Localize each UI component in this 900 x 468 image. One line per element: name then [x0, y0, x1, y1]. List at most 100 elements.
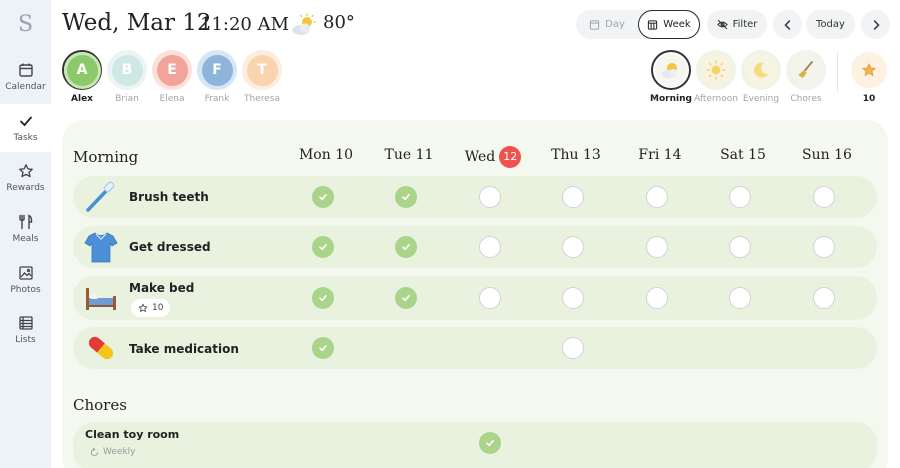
checkmark-icon [319, 344, 327, 352]
task-cell-empty[interactable] [646, 236, 668, 258]
repeat-icon [90, 447, 99, 456]
task-name: Make bed [129, 281, 195, 295]
filter-button[interactable]: Filter [707, 10, 767, 39]
sidebar-item-meals[interactable]: Meals [0, 205, 51, 253]
today-button[interactable]: Today [806, 10, 855, 39]
chevron-right-icon [873, 19, 880, 30]
routine-ring [651, 50, 691, 90]
task-row[interactable] [73, 422, 877, 468]
task-cell-empty[interactable] [479, 186, 501, 208]
task-cell-empty[interactable] [813, 236, 835, 258]
task-name: Take medication [129, 342, 239, 356]
person-brian[interactable]: B Brian [107, 50, 147, 104]
task-cell-empty[interactable] [562, 287, 584, 309]
view-week-label: Week [663, 19, 691, 30]
next-week-button[interactable] [861, 10, 890, 39]
task-cell-done[interactable] [479, 432, 501, 454]
sidebar-item-lists[interactable]: Lists [0, 306, 51, 354]
task-cell-empty[interactable] [562, 236, 584, 258]
view-week-button[interactable]: Week [638, 10, 700, 39]
task-row[interactable] [73, 327, 877, 369]
person-theresa[interactable]: T Theresa [242, 50, 282, 104]
section-title-chores: Chores [73, 396, 127, 414]
task-cell-done[interactable] [312, 287, 334, 309]
avatar: B [107, 50, 147, 90]
checkmark-icon [319, 193, 327, 201]
routine-evening[interactable]: Evening [741, 50, 781, 104]
person-name: Alex [71, 94, 93, 104]
view-day-label: Day [605, 19, 625, 30]
day-header-fri: Fri 14 [638, 147, 682, 163]
checkmark-icon [402, 243, 410, 251]
stars-count: 10 [862, 94, 876, 104]
task-name: Brush teeth [129, 190, 209, 204]
day-label: Wed [464, 149, 496, 165]
task-cell-done[interactable] [312, 337, 334, 359]
current-time: 11:20 AM [200, 14, 290, 35]
task-cell-done[interactable] [312, 236, 334, 258]
day-header-wed: Wed 12 [452, 146, 534, 168]
current-date: Wed, Mar 12 [62, 10, 212, 36]
task-points-value: 10 [152, 303, 164, 313]
task-cell-done[interactable] [395, 236, 417, 258]
view-day-button[interactable]: Day [578, 10, 636, 39]
task-points-badge: 10 [131, 299, 171, 317]
sidebar-item-label: Tasks [13, 133, 38, 143]
routine-ring [741, 50, 781, 90]
task-cell-done[interactable] [312, 186, 334, 208]
avatar-initial: T [246, 54, 278, 86]
sidebar-item-label: Rewards [6, 183, 45, 193]
day-header-mon: Mon 10 [298, 147, 354, 163]
avatar-initial: B [111, 54, 143, 86]
day-header-thu: Thu 13 [551, 147, 601, 163]
checkmark-icon [486, 439, 494, 447]
task-cell-empty[interactable] [646, 186, 668, 208]
sun-cloud-icon [662, 63, 677, 78]
task-cell-empty[interactable] [813, 287, 835, 309]
checkmark-icon [402, 193, 410, 201]
chevron-left-icon [783, 19, 790, 30]
task-cell-done[interactable] [395, 287, 417, 309]
person-alex[interactable]: A Alex [62, 50, 102, 104]
routine-name: Evening [742, 94, 780, 104]
person-elena[interactable]: E Elena [152, 50, 192, 104]
avatar-initial: A [66, 54, 98, 86]
sidebar-item-tasks[interactable]: Tasks [0, 104, 51, 152]
task-cell-done[interactable] [395, 186, 417, 208]
pill-icon [88, 336, 114, 360]
task-cell-empty[interactable] [479, 287, 501, 309]
task-cell-empty[interactable] [813, 186, 835, 208]
stars-total[interactable]: 10 [849, 50, 889, 104]
day-header-sun: Sun 16 [802, 147, 852, 163]
sidebar-item-rewards[interactable]: Rewards [0, 154, 51, 202]
prev-week-button[interactable] [773, 10, 802, 39]
task-cell-empty[interactable] [562, 186, 584, 208]
routine-name: Chores [790, 94, 822, 104]
task-cell-empty[interactable] [729, 186, 751, 208]
task-cell-empty[interactable] [479, 236, 501, 258]
task-cell-empty[interactable] [729, 287, 751, 309]
shirt-icon [84, 232, 118, 263]
task-repeat: Weekly [90, 447, 135, 457]
routine-chores[interactable]: Chores [786, 50, 826, 104]
task-cell-empty[interactable] [729, 236, 751, 258]
sidebar-item-label: Photos [10, 285, 41, 295]
star-outline-icon [18, 164, 33, 178]
today-badge: 12 [499, 146, 522, 168]
day-header-tue: Tue 11 [384, 147, 434, 163]
calendar-day-icon [589, 20, 600, 30]
sun-icon [706, 60, 726, 80]
task-cell-empty[interactable] [562, 337, 584, 359]
sidebar-item-photos[interactable]: Photos [0, 256, 51, 304]
routine-afternoon[interactable]: Afternoon [694, 50, 738, 104]
task-cell-empty[interactable] [646, 287, 668, 309]
person-name: Elena [159, 94, 185, 104]
routine-morning[interactable]: Morning [650, 50, 692, 104]
star-outline-icon [138, 303, 148, 312]
app-logo: S [17, 12, 34, 37]
fork-knife-icon [18, 214, 32, 230]
sidebar-item-label: Calendar [5, 82, 46, 92]
sidebar-item-calendar[interactable]: Calendar [0, 53, 51, 101]
routine-ring [786, 50, 826, 90]
person-frank[interactable]: F Frank [197, 50, 237, 104]
